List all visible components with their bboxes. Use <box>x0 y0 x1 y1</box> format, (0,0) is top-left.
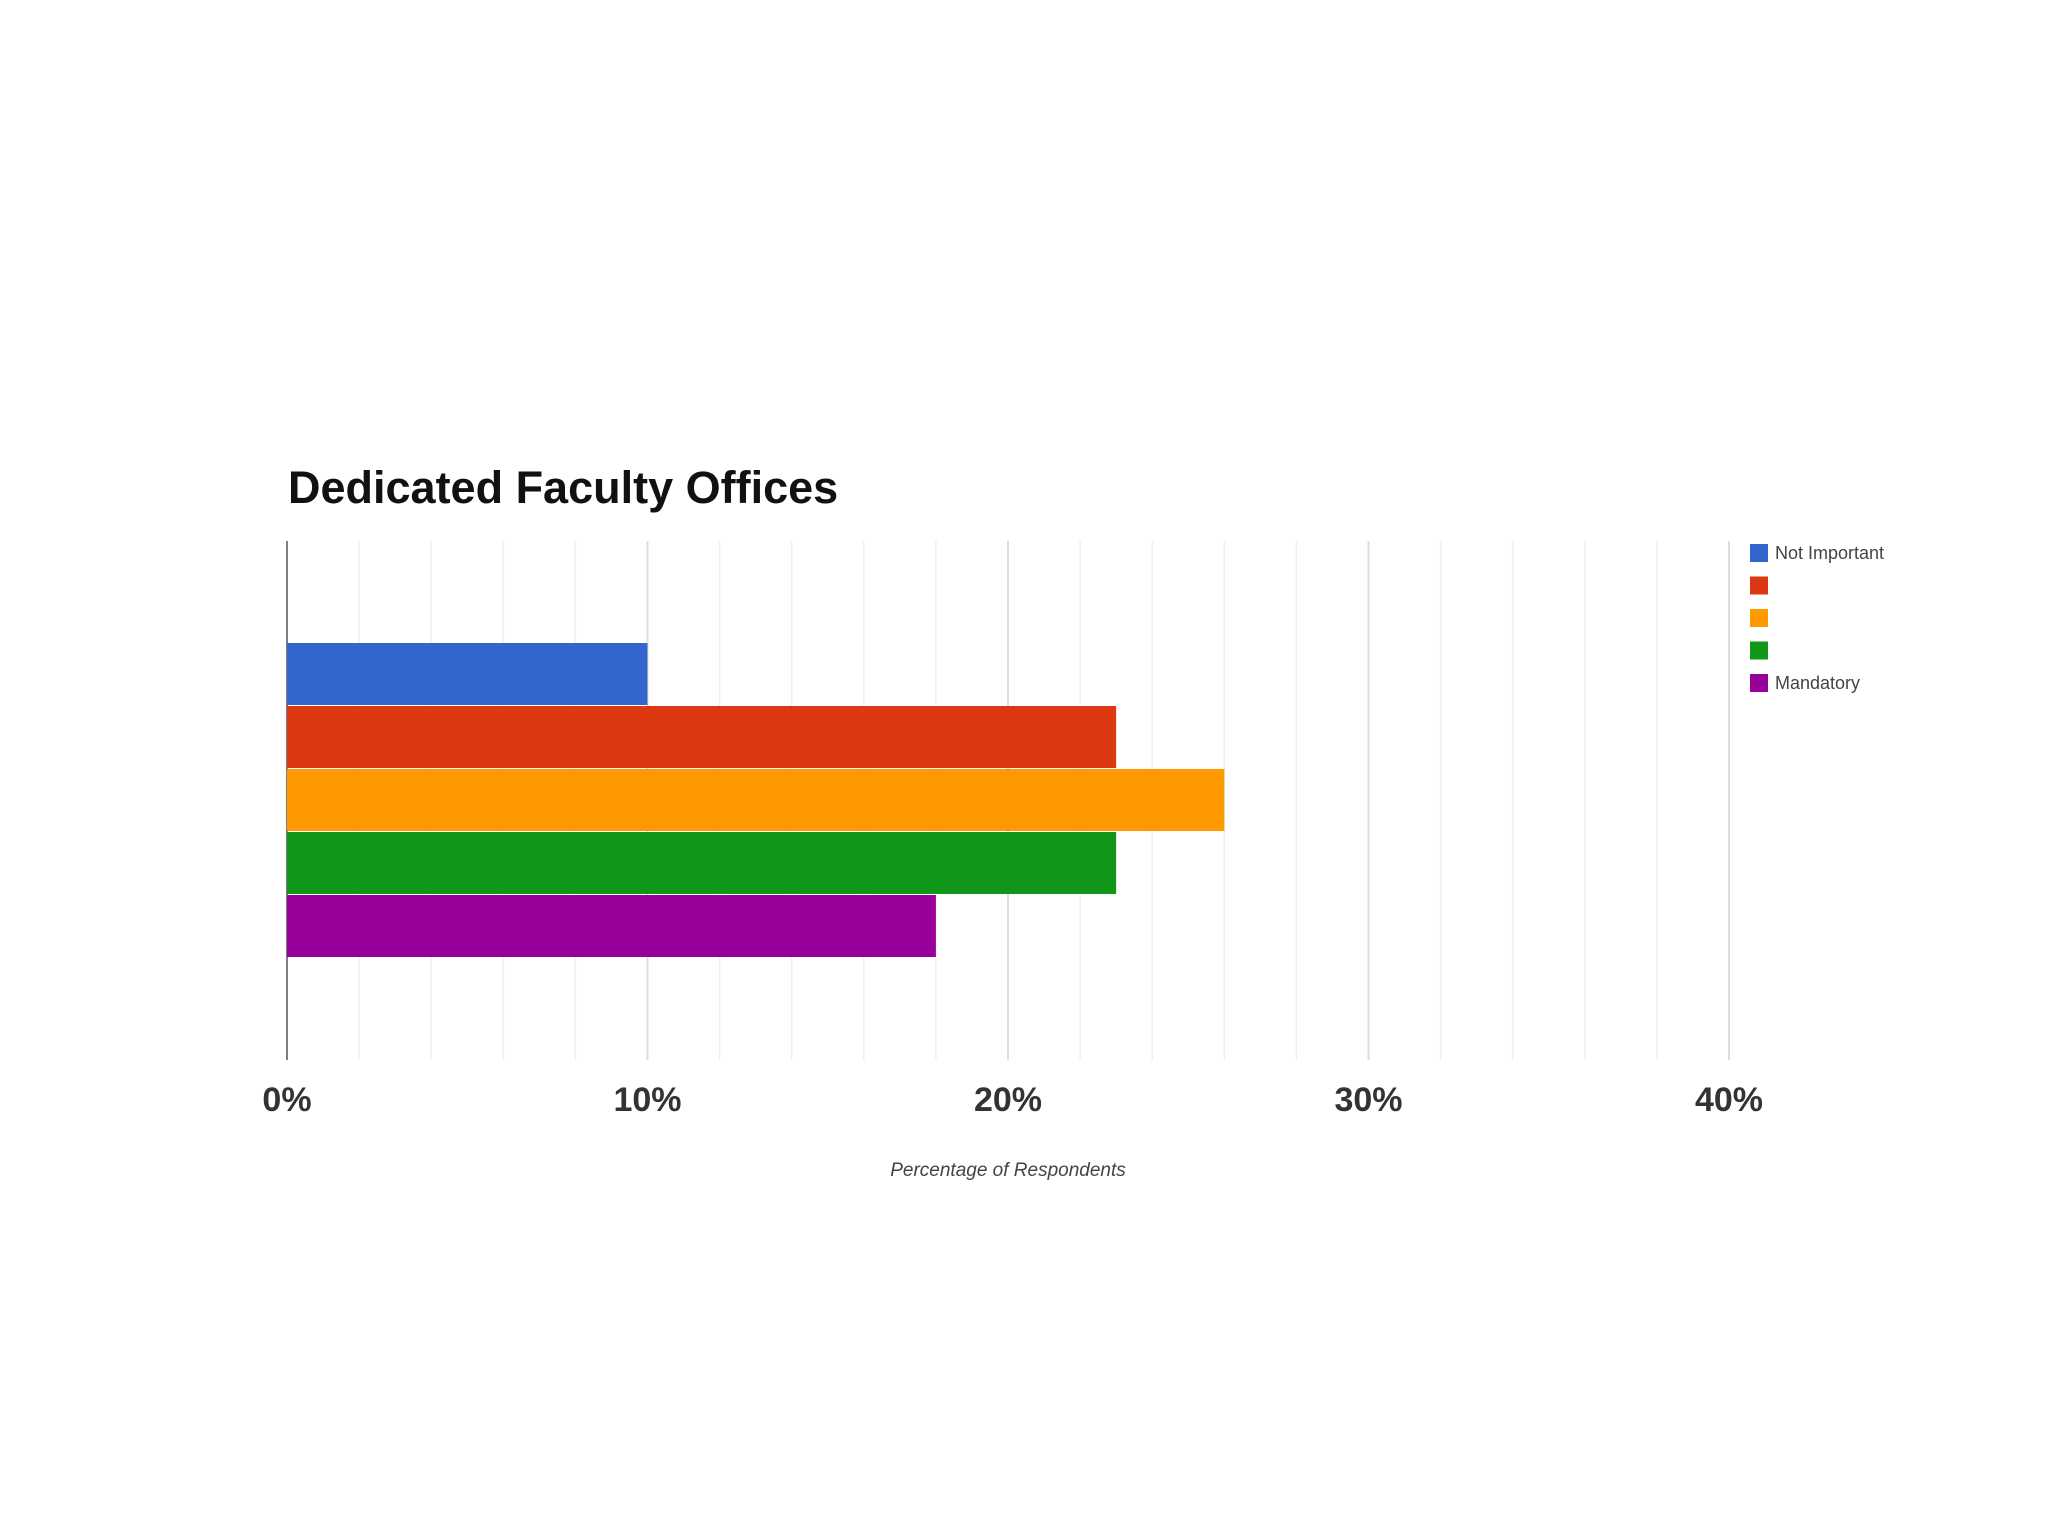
legend-swatch <box>1750 641 1768 660</box>
legend: Not Important Mandatory <box>1750 543 1884 693</box>
x-axis-title: Percentage of Respondents <box>890 1160 1126 1181</box>
bar-2 <box>287 706 1117 768</box>
bar-4 <box>287 832 1117 894</box>
bar-5 <box>287 895 936 957</box>
x-tick-label: 40% <box>1695 1081 1763 1119</box>
legend-swatch <box>1750 544 1768 562</box>
x-tick-label: 20% <box>974 1081 1042 1119</box>
legend-swatch <box>1750 674 1768 692</box>
x-tick-label: 0% <box>262 1081 311 1119</box>
bar-1 <box>287 643 648 705</box>
legend-label: Not Important <box>1775 543 1884 563</box>
x-tick-label: 10% <box>613 1081 681 1119</box>
bars <box>287 643 1225 957</box>
bar-3 <box>287 769 1225 831</box>
x-tick-labels: 0% 10% 20% 30% 40% <box>262 1081 1763 1119</box>
legend-swatch <box>1750 609 1768 627</box>
x-tick-label: 30% <box>1334 1081 1402 1119</box>
chart-title: Dedicated Faculty Offices <box>288 462 838 513</box>
legend-swatch <box>1750 576 1768 595</box>
legend-label: Mandatory <box>1775 673 1860 693</box>
